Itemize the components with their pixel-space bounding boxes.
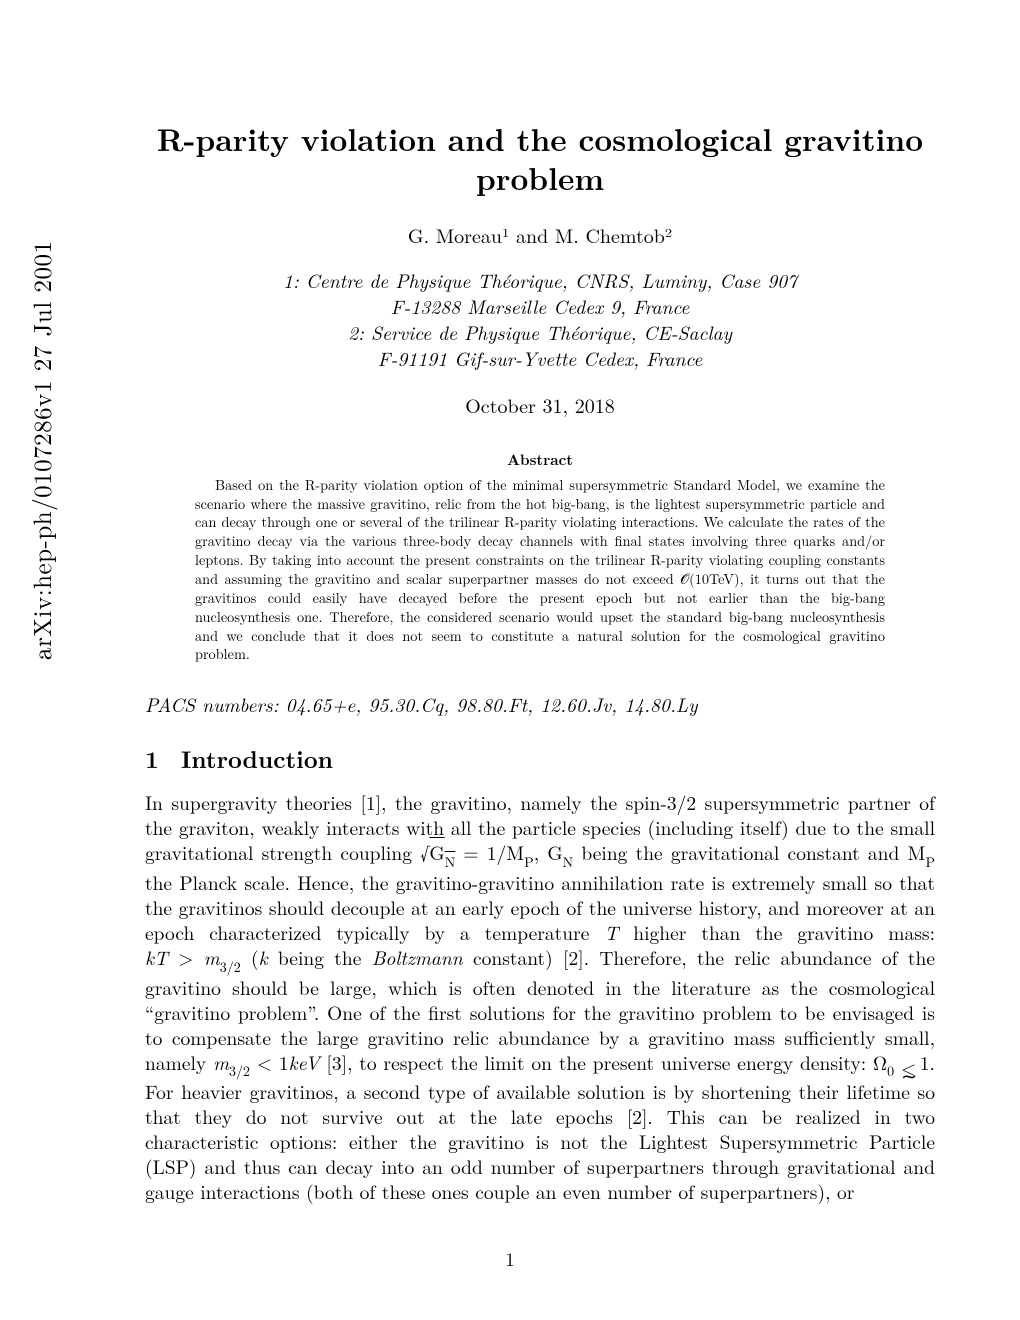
affil-line-3: 2: Service de Physique Théorique, CE-Sac…	[348, 318, 732, 346]
section-number: 1	[145, 742, 159, 776]
section-heading: 1 Introduction	[145, 742, 935, 776]
pacs-line: PACS numbers: 04.65+e, 95.30.Cq, 98.80.F…	[145, 690, 935, 718]
authors: G. Moreau¹ and M. Chemtob²	[145, 220, 935, 249]
title-line-1: R-parity violation and the cosmological …	[157, 117, 923, 161]
affil-line-4: F-91191 Gif-sur-Yvette Cedex, France	[378, 344, 703, 372]
body-text: In supergravity theories [1], the gravit…	[145, 790, 935, 1204]
abstract-heading: Abstract	[145, 449, 935, 470]
page-content: R-parity violation and the cosmological …	[145, 0, 935, 1204]
affil-line-2: F-13288 Marseille Cedex 9, France	[391, 292, 690, 320]
abstract-text: Based on the R-parity violation option o…	[195, 476, 885, 665]
affiliations: 1: Centre de Physique Théorique, CNRS, L…	[145, 267, 935, 372]
page-number: 1	[0, 1245, 1020, 1272]
affil-line-1: 1: Centre de Physique Théorique, CNRS, L…	[283, 266, 797, 294]
section-title: Introduction	[181, 742, 333, 776]
title-line-2: problem	[476, 156, 604, 200]
date: October 31, 2018	[145, 390, 935, 419]
abstract-body: Based on the R-parity violation option o…	[195, 475, 885, 665]
paper-title: R-parity violation and the cosmological …	[145, 120, 935, 198]
arxiv-stamp: arXiv:hep-ph/0107286v1 27 Jul 2001	[24, 240, 59, 660]
